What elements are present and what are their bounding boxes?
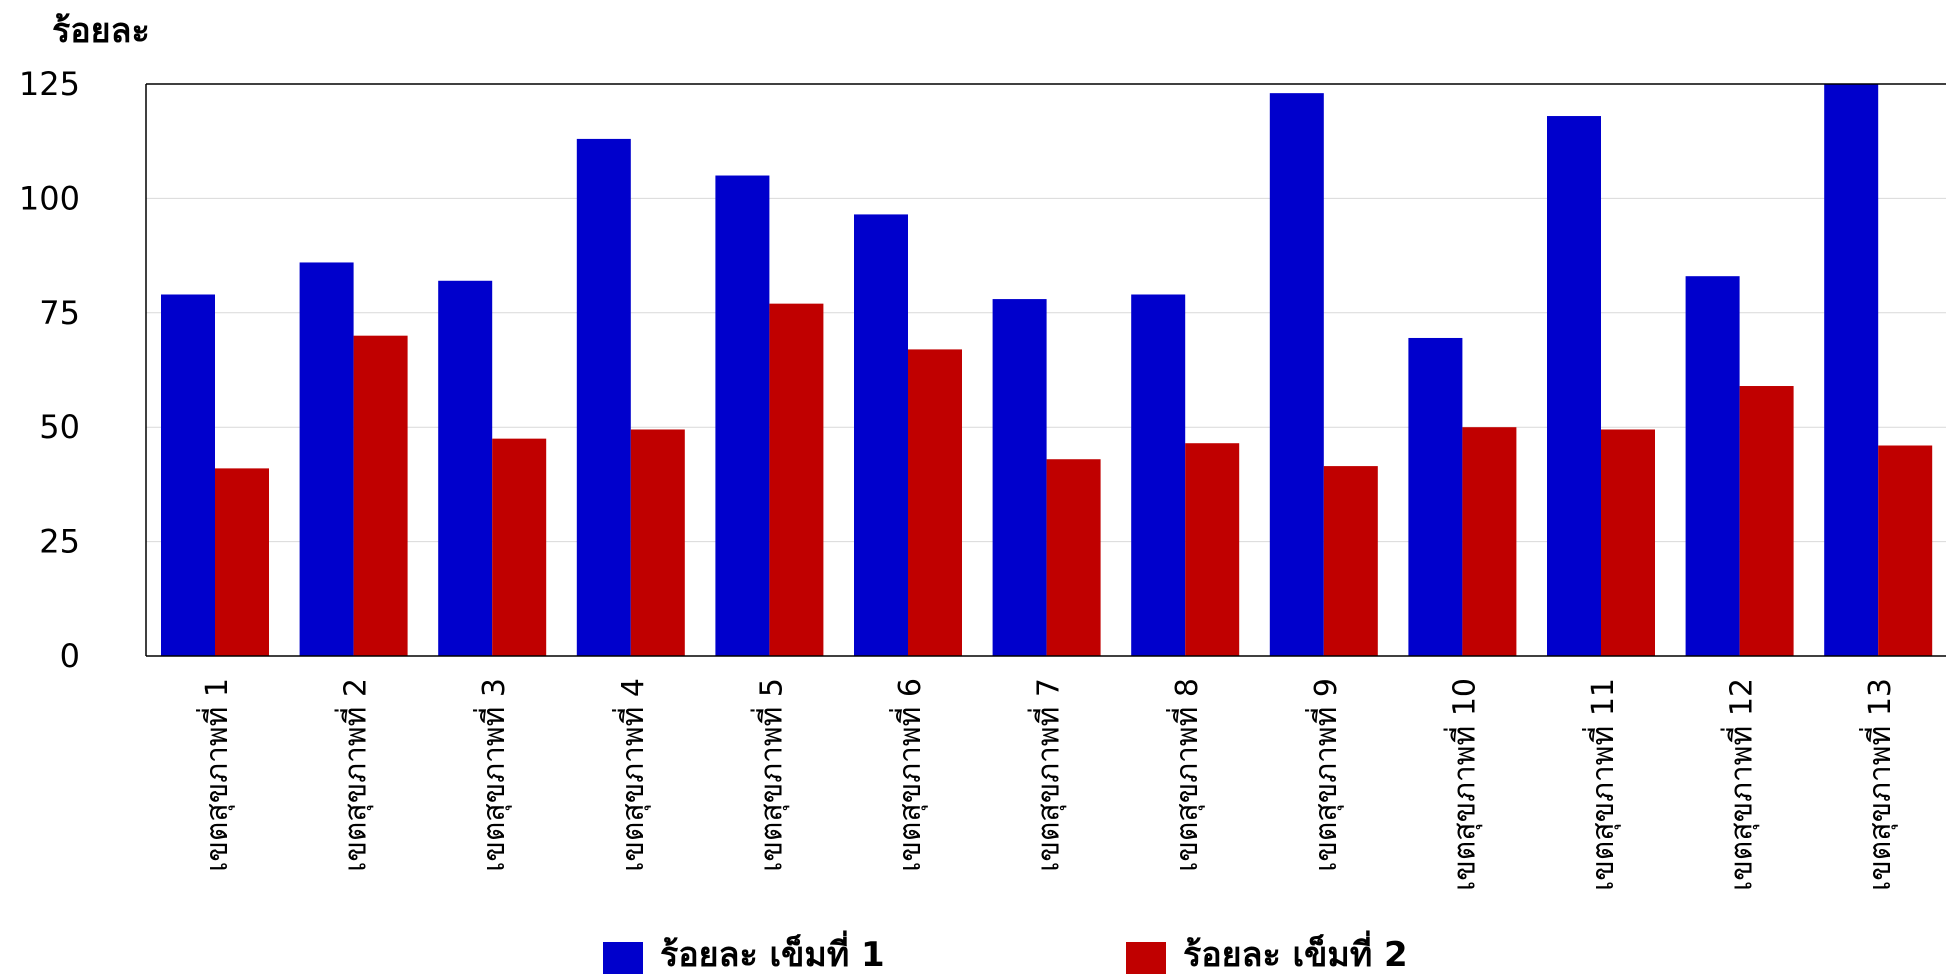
bar-dose1 xyxy=(299,262,354,656)
bar-dose1 xyxy=(1685,276,1740,656)
y-tick-label: 0 xyxy=(60,637,80,675)
bar-dose2 xyxy=(1878,445,1933,656)
bar-dose2 xyxy=(1323,466,1378,656)
bar-dose1 xyxy=(1131,294,1186,656)
x-tick-label: เขตสุขภาพที่ 2 xyxy=(335,678,375,872)
bar-dose2 xyxy=(630,429,685,656)
bar-dose1 xyxy=(1547,116,1601,657)
x-tick-label: เขตสุขภาพที่ 8 xyxy=(1166,678,1206,872)
x-tick-label: เขตสุขภาพที่ 7 xyxy=(1028,678,1068,872)
bar-dose1 xyxy=(576,138,631,657)
x-tick-labels: เขตสุขภาพที่ 1 เขตสุขภาพที่ 2 เขตสุขภาพที่… xyxy=(196,678,1899,891)
x-tick-label: เขตสุขภาพที่ 4 xyxy=(612,678,652,872)
y-tick-label: 25 xyxy=(39,523,80,561)
bar-dose2 xyxy=(492,438,547,656)
bar-dose2 xyxy=(1462,427,1517,656)
bar-dose2 xyxy=(215,468,269,656)
legend-label-dose1: ร้อยละ เข็มที่ 1 xyxy=(660,930,885,974)
bar-dose1 xyxy=(438,280,493,656)
bar-dose1 xyxy=(992,299,1047,656)
bar-dose1 xyxy=(715,175,770,656)
bar-dose2 xyxy=(1046,459,1101,656)
bar-dose1 xyxy=(854,214,908,656)
x-tick-label: เขตสุขภาพที่ 3 xyxy=(473,678,513,872)
bar-dose2 xyxy=(1739,386,1794,656)
axes xyxy=(145,83,1946,657)
x-tick-label: เขตสุขภาพที่ 6 xyxy=(889,678,929,872)
x-tick-label: เขตสุขภาพที่ 5 xyxy=(750,678,790,872)
bar-dose1 xyxy=(1824,84,1879,656)
bar-dose1 xyxy=(161,294,215,656)
x-tick-label: เขตสุขภาพที่ 10 xyxy=(1443,678,1483,891)
x-tick-label: เขตสุขภาพที่ 11 xyxy=(1582,678,1622,891)
y-tick-label: 75 xyxy=(39,294,80,332)
legend-swatch-dose1 xyxy=(603,942,643,974)
y-tick-labels: 0 25 50 75 100 125 xyxy=(19,65,80,675)
legend: ร้อยละ เข็มที่ 1 ร้อยละ เข็มที่ 2 xyxy=(603,930,1408,974)
bar-dose2 xyxy=(353,335,408,656)
x-tick-label: เขตสุขภาพที่ 9 xyxy=(1305,678,1345,872)
legend-swatch-dose2 xyxy=(1126,942,1166,974)
y-axis-label: ร้อยละ xyxy=(52,11,150,51)
bars xyxy=(161,84,1933,657)
bar-dose2 xyxy=(769,303,824,656)
legend-label-dose2: ร้อยละ เข็มที่ 2 xyxy=(1183,930,1408,974)
y-tick-label: 125 xyxy=(19,65,80,103)
x-tick-label: เขตสุขภาพที่ 13 xyxy=(1859,678,1899,891)
bar-dose1 xyxy=(1269,93,1324,657)
y-tick-label: 50 xyxy=(39,408,80,446)
bar-dose2 xyxy=(1601,429,1655,656)
y-tick-label: 100 xyxy=(19,179,80,217)
bar-dose2 xyxy=(1185,443,1240,656)
x-tick-label: เขตสุขภาพที่ 1 xyxy=(196,678,236,872)
bar-dose1 xyxy=(1408,337,1463,656)
x-tick-label: เขตสุขภาพที่ 12 xyxy=(1721,678,1761,891)
bar-dose2 xyxy=(908,349,962,656)
